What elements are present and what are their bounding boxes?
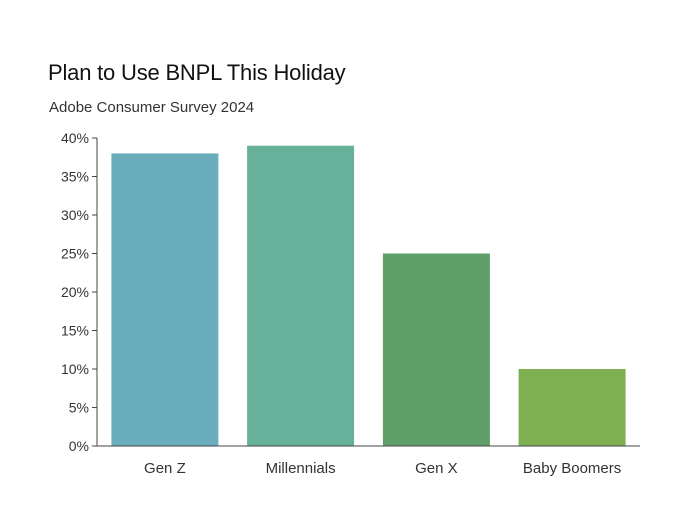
bar-millennials [247,145,355,446]
y-tick-label: 15% [61,323,89,339]
y-ticks-layer: 0% 5% 10% 15% 20% 25% 30% 35% 40% [61,130,97,454]
x-tick-label: Millennials [266,460,336,477]
y-tick-label: 40% [61,130,89,146]
y-tick-label: 10% [61,361,89,377]
y-tick-label: 30% [61,207,89,223]
bar-gen-x [382,253,490,446]
category-labels-layer: Gen Z Millennials Gen X Baby Boomers [144,460,621,477]
chart-title: Plan to Use BNPL This Holiday [48,60,346,85]
bar-baby-boomers [518,369,626,446]
x-tick-label: Gen Z [144,460,186,477]
y-tick-label: 35% [61,169,89,185]
bar-gen-z [111,153,219,446]
bars-layer [111,145,626,446]
y-tick-label: 5% [69,400,89,416]
y-tick-label: 25% [61,246,89,262]
x-tick-label: Baby Boomers [523,460,621,477]
y-tick-label: 20% [61,284,89,300]
y-tick-label: 0% [69,438,89,454]
chart-subtitle: Adobe Consumer Survey 2024 [49,99,255,116]
x-tick-label: Gen X [415,460,458,477]
